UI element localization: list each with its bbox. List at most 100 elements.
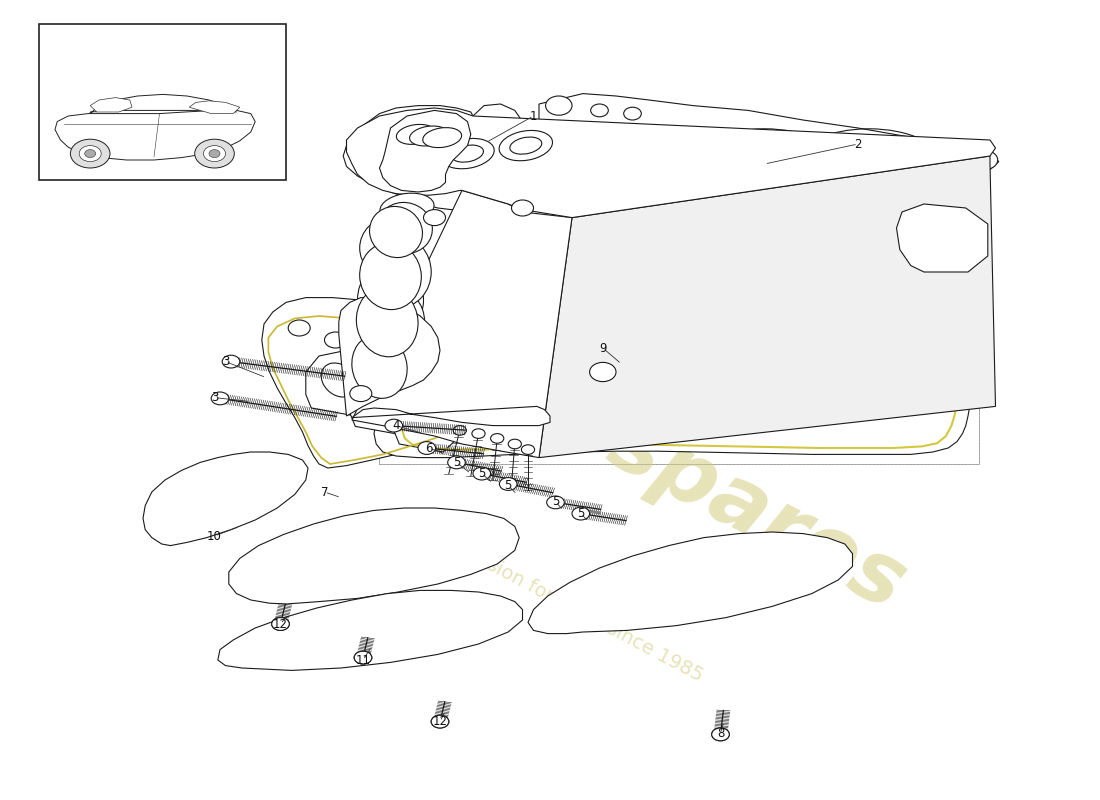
Circle shape xyxy=(547,496,564,509)
Ellipse shape xyxy=(422,128,462,147)
Circle shape xyxy=(354,651,372,664)
Circle shape xyxy=(448,456,465,469)
Polygon shape xyxy=(896,204,988,272)
Circle shape xyxy=(572,507,590,520)
Circle shape xyxy=(512,200,534,216)
Ellipse shape xyxy=(360,218,421,278)
Circle shape xyxy=(442,372,464,388)
Ellipse shape xyxy=(441,138,494,169)
Ellipse shape xyxy=(409,399,444,433)
Circle shape xyxy=(548,189,574,208)
Text: 3: 3 xyxy=(222,355,229,368)
Text: 11: 11 xyxy=(355,654,371,666)
Circle shape xyxy=(272,618,289,630)
Circle shape xyxy=(211,392,229,405)
Circle shape xyxy=(85,150,96,158)
Text: 4: 4 xyxy=(393,419,399,432)
Polygon shape xyxy=(306,350,372,416)
Ellipse shape xyxy=(701,135,828,196)
Polygon shape xyxy=(189,101,240,114)
Polygon shape xyxy=(358,334,418,376)
Text: 1: 1 xyxy=(530,110,537,122)
Ellipse shape xyxy=(363,288,425,355)
Polygon shape xyxy=(379,110,471,192)
Polygon shape xyxy=(262,298,495,468)
Ellipse shape xyxy=(396,125,436,144)
Ellipse shape xyxy=(383,146,436,177)
Ellipse shape xyxy=(377,202,432,254)
Text: 8: 8 xyxy=(717,727,724,740)
Circle shape xyxy=(385,419,403,432)
Ellipse shape xyxy=(370,206,422,258)
Circle shape xyxy=(288,320,310,336)
Text: 2: 2 xyxy=(855,138,861,150)
Polygon shape xyxy=(528,532,852,634)
Text: 3: 3 xyxy=(211,391,218,404)
Circle shape xyxy=(971,150,998,170)
Text: 10: 10 xyxy=(207,530,222,542)
Circle shape xyxy=(363,346,385,362)
Text: eurospares: eurospares xyxy=(400,299,920,629)
Polygon shape xyxy=(218,590,522,670)
Polygon shape xyxy=(90,94,236,114)
Text: 9: 9 xyxy=(600,342,606,354)
Polygon shape xyxy=(350,368,416,434)
Circle shape xyxy=(940,174,958,186)
Polygon shape xyxy=(90,98,132,112)
Text: 5: 5 xyxy=(552,495,559,508)
Ellipse shape xyxy=(365,236,431,308)
Circle shape xyxy=(424,210,446,226)
Circle shape xyxy=(939,142,957,154)
Circle shape xyxy=(712,728,729,741)
Circle shape xyxy=(324,332,346,348)
Polygon shape xyxy=(394,386,460,452)
Text: 12: 12 xyxy=(273,618,288,630)
Ellipse shape xyxy=(350,323,398,384)
Ellipse shape xyxy=(596,135,724,196)
Text: 5: 5 xyxy=(478,467,485,480)
Circle shape xyxy=(590,362,616,382)
Circle shape xyxy=(472,429,485,438)
Circle shape xyxy=(418,442,436,454)
Ellipse shape xyxy=(499,130,552,161)
Circle shape xyxy=(491,434,504,443)
Ellipse shape xyxy=(360,242,421,310)
Text: 5: 5 xyxy=(453,456,460,469)
Circle shape xyxy=(624,107,641,120)
Ellipse shape xyxy=(393,153,426,170)
Ellipse shape xyxy=(358,262,424,338)
Circle shape xyxy=(453,426,466,435)
Ellipse shape xyxy=(352,334,407,398)
Ellipse shape xyxy=(379,193,434,223)
Polygon shape xyxy=(352,190,572,458)
Ellipse shape xyxy=(356,286,418,357)
Circle shape xyxy=(521,445,535,454)
Ellipse shape xyxy=(321,363,356,397)
Polygon shape xyxy=(346,108,996,218)
Circle shape xyxy=(350,386,372,402)
Polygon shape xyxy=(374,368,977,458)
Polygon shape xyxy=(522,94,999,220)
Circle shape xyxy=(431,715,449,728)
Circle shape xyxy=(70,139,110,168)
Ellipse shape xyxy=(409,126,449,146)
Circle shape xyxy=(354,651,372,664)
Circle shape xyxy=(209,150,220,158)
Polygon shape xyxy=(539,156,996,458)
Ellipse shape xyxy=(365,382,400,415)
Text: 7: 7 xyxy=(321,486,328,498)
Polygon shape xyxy=(343,104,522,210)
Circle shape xyxy=(712,728,729,741)
Ellipse shape xyxy=(805,135,933,196)
Circle shape xyxy=(473,467,491,480)
Polygon shape xyxy=(229,508,519,604)
Circle shape xyxy=(204,146,226,162)
Polygon shape xyxy=(143,452,308,546)
Circle shape xyxy=(591,104,608,117)
Circle shape xyxy=(402,358,424,374)
Circle shape xyxy=(431,715,449,728)
Polygon shape xyxy=(339,298,440,416)
Circle shape xyxy=(499,478,517,490)
Text: 5: 5 xyxy=(505,479,512,492)
Ellipse shape xyxy=(451,145,484,162)
